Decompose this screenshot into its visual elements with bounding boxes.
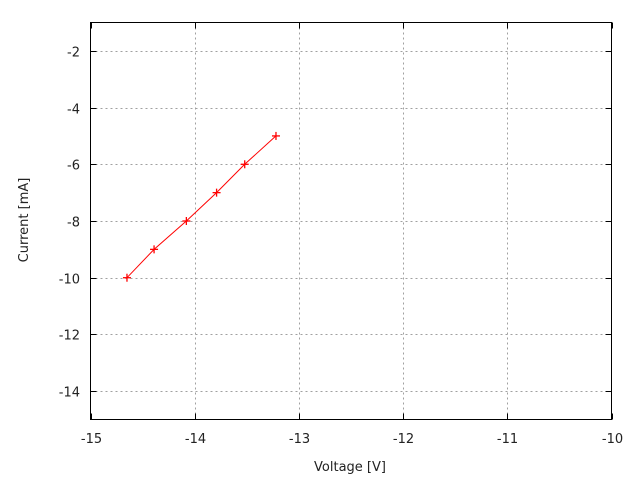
y-tick-label: -6 (67, 159, 80, 174)
y-axis-label: Current [mA] (17, 178, 32, 263)
x-tick-label: -14 (185, 432, 206, 447)
series (122, 131, 280, 282)
y-tick-label: -14 (59, 386, 80, 401)
plot-border (90, 22, 612, 420)
y-tick-label: -8 (67, 216, 80, 231)
data-point (271, 131, 280, 140)
x-tick-label: -15 (81, 432, 102, 447)
y-tick-label: -12 (59, 329, 80, 344)
x-tick-label: -12 (393, 432, 414, 447)
y-tick-label: -2 (67, 46, 80, 61)
y-tick-label: -10 (59, 273, 80, 288)
y-tick-label: -4 (67, 103, 80, 118)
data-point (150, 245, 159, 254)
data-point (122, 273, 131, 282)
data-point (182, 217, 191, 225)
x-tick-label: -11 (497, 432, 518, 447)
data-point (212, 188, 221, 197)
grid (90, 22, 612, 420)
tick-labels: -15 -14 -13 -12 -11 -10 -14 -12 -10 -8 -6 -4 -2 (59, 22, 623, 447)
data-point (240, 160, 249, 169)
series-line (126, 135, 277, 279)
x-tick-label: -10 (602, 432, 623, 447)
x-tick-label: -13 (289, 432, 310, 447)
x-axis-label: Voltage [V] (314, 460, 386, 475)
